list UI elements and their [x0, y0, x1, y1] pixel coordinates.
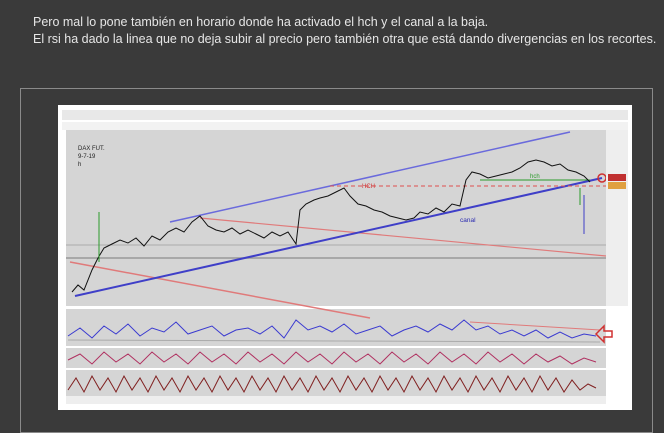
rsi-line-annotation [67, 339, 601, 343]
chart-label: h [78, 162, 81, 168]
chart-label: DAX FUT. [78, 146, 105, 152]
paragraph: Pero mal lo pone también en horario dond… [33, 15, 489, 29]
rsi-line-annotation [469, 321, 601, 331]
trend-line [69, 261, 371, 319]
oscillator-line [67, 351, 597, 365]
trend-line [199, 217, 607, 257]
annotation: hch [530, 174, 540, 180]
paragraph: El rsi ha dado la linea que no deja subi… [33, 32, 657, 46]
toolbar [62, 110, 628, 120]
date-axis [66, 396, 606, 404]
annotation: HCH [362, 184, 375, 190]
price-badge [608, 174, 626, 181]
channel-line [169, 131, 571, 223]
oscillator-line [67, 374, 597, 394]
rsi-line [67, 319, 597, 339]
post-text: Pero mal lo pone también en horario dond… [33, 14, 658, 48]
price-line [71, 159, 591, 293]
price-panel [66, 130, 606, 306]
indicator-panel [66, 348, 606, 368]
channel-line [74, 177, 603, 297]
price-axis [606, 130, 628, 306]
arrow-icon [594, 324, 613, 344]
chart-label: 9-7-19 [78, 154, 96, 160]
indicator-panel [66, 370, 606, 396]
price-badge [608, 182, 626, 189]
annotation: canal [460, 217, 476, 224]
toolbar [62, 122, 628, 130]
